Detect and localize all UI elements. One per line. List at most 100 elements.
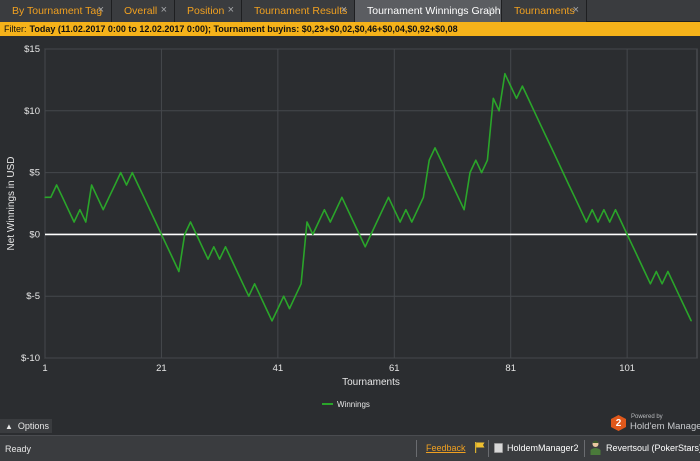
data-point [393,209,395,211]
data-point [644,270,646,273]
data-point [195,233,197,235]
data-point [405,209,407,211]
data-point [248,295,250,297]
data-point [114,184,116,186]
data-point [626,233,628,235]
data-point [160,233,162,235]
filter-label: Filter: [4,24,27,34]
tab-position[interactable]: Position × [175,0,242,22]
data-point [184,233,186,235]
data-point [434,147,436,149]
database-icon [494,443,503,453]
data-point [143,196,145,198]
data-point [358,233,360,235]
data-point [79,209,81,211]
tab-label: Tournament Results [254,5,348,17]
tab-tournament-winnings-graph[interactable]: Tournament Winnings Graph × [355,0,502,22]
data-point [283,295,285,297]
data-point [259,295,261,297]
data-point [318,221,320,223]
data-point [463,209,465,211]
data-point [137,184,139,186]
status-separator [416,440,417,457]
data-point [446,172,448,174]
data-point [475,159,477,161]
data-point [655,270,657,273]
data-point [364,246,366,248]
chart-canvas: $15 $10 $5 $0 $-5 $-101 21 41 61 81 101 Tournaments… [6,44,698,409]
y-tick-label: $-10 [21,353,40,364]
x-tick-label: 61 [389,363,400,374]
tab-close-icon[interactable]: × [340,4,347,16]
hm2-logo-icon: 2 [611,415,626,431]
data-point [673,283,675,285]
data-point [469,172,471,174]
data-point [44,196,46,198]
database-name: HoldemManager2 [507,443,579,453]
filter-bar[interactable]: Filter: Today (11.02.2017 0:00 to 12.02.… [0,22,700,36]
y-axis-title: Net Winnings in USD [6,157,17,251]
data-point [638,258,640,260]
filter-value: Today (11.02.2017 0:00 to 12.02.2017 0:0… [29,24,458,34]
data-point [73,221,75,223]
status-text: Ready [5,444,32,454]
data-point [352,221,355,223]
y-tick-label: $10 [24,106,40,117]
data-point [492,97,494,99]
data-point [312,233,314,235]
x-tick-label: 101 [619,363,635,374]
data-point [335,209,337,211]
chevron-up-icon: ▲ [5,421,13,431]
tab-tournaments[interactable]: Tournaments × [502,0,587,22]
data-point [614,209,617,211]
tab-overall[interactable]: Overall × [112,0,175,22]
data-point [422,196,424,198]
data-point [125,184,128,186]
data-point [382,209,384,211]
x-axis-title: Tournaments [342,377,400,388]
data-point [50,196,52,198]
tab-label: Overall [124,5,158,17]
tab-close-icon[interactable]: × [97,4,104,16]
data-point [515,97,518,99]
data-point [678,295,681,297]
data-point [271,320,273,322]
options-button[interactable]: ▲ Options [0,419,52,433]
data-point [230,258,232,260]
data-point [376,221,378,223]
data-point [539,122,541,124]
tab-close-icon[interactable]: × [487,4,494,16]
data-point [242,283,244,285]
data-point [277,308,279,310]
data-point [329,221,331,223]
tab-close-icon[interactable]: × [227,4,234,16]
status-separator [488,440,489,457]
data-point [562,172,564,174]
data-point [265,308,267,310]
data-point [131,172,133,174]
tab-close-icon[interactable]: × [572,4,579,16]
data-point [120,172,122,174]
tab-by-tournament-tag[interactable]: By Tournament Tag × [0,0,112,22]
data-point [533,110,535,112]
data-point [387,196,390,198]
tab-close-icon[interactable]: × [160,4,167,16]
data-point [457,196,459,198]
options-label: Options [17,421,49,431]
data-point [428,159,430,161]
status-separator [584,440,585,457]
data-point [667,270,669,273]
data-point [306,221,308,223]
y-tick-label: $15 [24,44,40,55]
data-point [411,221,413,223]
data-point [207,258,209,260]
data-point [347,209,349,211]
tab-tournament-results[interactable]: Tournament Results × [242,0,355,22]
data-point [690,320,692,322]
data-point [521,85,524,87]
legend-label: Winnings [337,400,370,409]
data-point [399,221,401,223]
feedback-link[interactable]: Feedback [426,443,466,453]
powered-by-text: Powered by [631,414,663,420]
tab-label: Tournament Winnings Graph [367,5,501,17]
